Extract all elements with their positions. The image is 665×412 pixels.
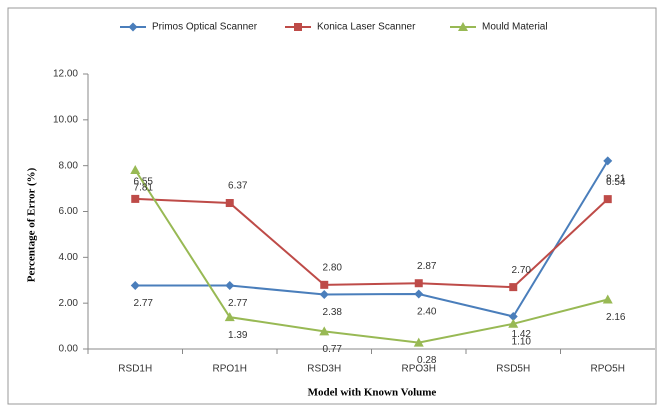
legend-text: Konica Laser Scanner — [317, 22, 416, 33]
y-tick-label: 2.00 — [59, 298, 79, 309]
data-label: 0.77 — [323, 344, 343, 355]
x-axis-title: Model with Known Volume — [308, 387, 437, 399]
marker — [603, 156, 613, 166]
y-tick-label: 4.00 — [59, 252, 79, 263]
data-label: 2.77 — [228, 298, 248, 309]
marker — [131, 194, 140, 203]
marker — [603, 195, 612, 204]
data-label: 0.28 — [417, 355, 437, 366]
marker — [225, 199, 234, 208]
data-label: 2.87 — [417, 261, 437, 272]
data-label: 8.21 — [606, 173, 626, 184]
marker — [508, 311, 518, 321]
marker — [130, 165, 141, 175]
marker — [319, 326, 330, 336]
marker — [602, 294, 613, 304]
data-label: 2.16 — [606, 312, 626, 323]
marker — [414, 279, 423, 288]
data-label: 1.10 — [512, 336, 532, 347]
x-tick-label: RPO1H — [213, 364, 247, 375]
legend-text: Mould Material — [482, 22, 548, 33]
y-tick-label: 8.00 — [59, 160, 79, 171]
marker — [509, 283, 518, 292]
data-label: 6.37 — [228, 181, 248, 192]
series-line — [135, 160, 609, 318]
y-tick-label: 12.00 — [53, 69, 78, 80]
marker — [413, 337, 424, 347]
data-label: 1.39 — [228, 330, 248, 341]
data-label: 6.54 — [606, 177, 626, 188]
y-axis-title: Percentage of Error (%) — [26, 167, 38, 282]
x-tick-label: RSD1H — [118, 364, 152, 375]
x-tick-label: RPO3H — [402, 364, 436, 375]
marker — [319, 289, 329, 299]
legend-marker — [294, 23, 302, 31]
data-label: 1.42 — [512, 329, 532, 340]
data-label: 2.77 — [134, 298, 154, 309]
chart-frame — [7, 7, 657, 405]
marker — [225, 281, 235, 291]
legend-marker — [128, 22, 138, 32]
data-label: 2.80 — [323, 262, 343, 273]
series-line — [135, 197, 609, 289]
marker — [414, 289, 424, 299]
marker — [320, 280, 329, 289]
x-tick-label: RSD3H — [307, 364, 341, 375]
data-label: 2.70 — [512, 265, 532, 276]
series-line — [134, 169, 608, 344]
x-tick-label: RSD5H — [496, 364, 530, 375]
data-label: 7.81 — [134, 183, 154, 194]
data-label: 2.40 — [417, 307, 437, 318]
marker — [508, 318, 519, 328]
marker — [130, 281, 140, 291]
x-tick-label: RPO5H — [591, 364, 625, 375]
y-tick-label: 0.00 — [59, 344, 79, 355]
legend-text: Primos Optical Scanner — [152, 22, 258, 33]
legend-marker — [458, 22, 468, 31]
y-tick-label: 10.00 — [53, 114, 78, 125]
marker — [224, 312, 235, 322]
y-tick-label: 6.00 — [59, 206, 79, 217]
data-label: 2.38 — [323, 307, 343, 318]
